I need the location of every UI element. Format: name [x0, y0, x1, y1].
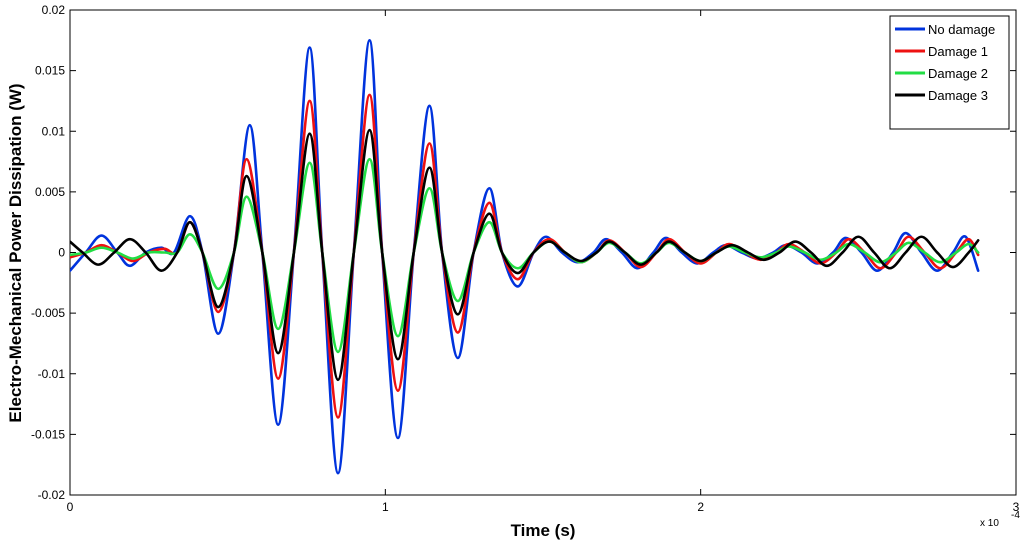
- x-axis-ticks: 0 1 2 3: [67, 10, 1020, 514]
- x-axis-label: Time (s): [511, 521, 576, 540]
- y-tick-label: 0.01: [42, 124, 66, 138]
- x-axis-multiplier: x 10: [980, 518, 999, 529]
- legend-label-no-damage: No damage: [928, 22, 995, 37]
- y-tick-label: -0.005: [31, 306, 65, 320]
- x-tick-label: 2: [697, 500, 704, 514]
- y-tick-label: 0.02: [42, 3, 66, 17]
- legend: No damage Damage 1 Damage 2 Damage 3: [889, 15, 1010, 130]
- series-line-damage-3: [70, 128, 980, 382]
- y-tick-label: -0.02: [38, 488, 66, 502]
- x-tick-label: 3: [1013, 500, 1020, 514]
- y-tick-label: -0.015: [31, 427, 65, 441]
- y-tick-label: 0.015: [35, 64, 65, 78]
- series-layer: [70, 39, 980, 475]
- x-axis-multiplier-exponent: -4: [1011, 510, 1020, 521]
- legend-label-damage-1: Damage 1: [928, 44, 988, 59]
- legend-label-damage-3: Damage 3: [928, 88, 988, 103]
- legend-label-damage-2: Damage 2: [928, 66, 988, 81]
- y-tick-label: -0.01: [38, 367, 66, 381]
- y-tick-label: 0: [58, 246, 65, 260]
- y-axis-label: Electro-Mechanical Power Dissipation (W): [6, 83, 25, 422]
- y-axis-ticks: -0.02 -0.015 -0.01 -0.005 0 0.005 0.01 0.015 0.0…: [31, 3, 1016, 502]
- x-tick-label: 0: [67, 500, 74, 514]
- y-tick-label: 0.005: [35, 185, 65, 199]
- x-tick-label: 1: [382, 500, 389, 514]
